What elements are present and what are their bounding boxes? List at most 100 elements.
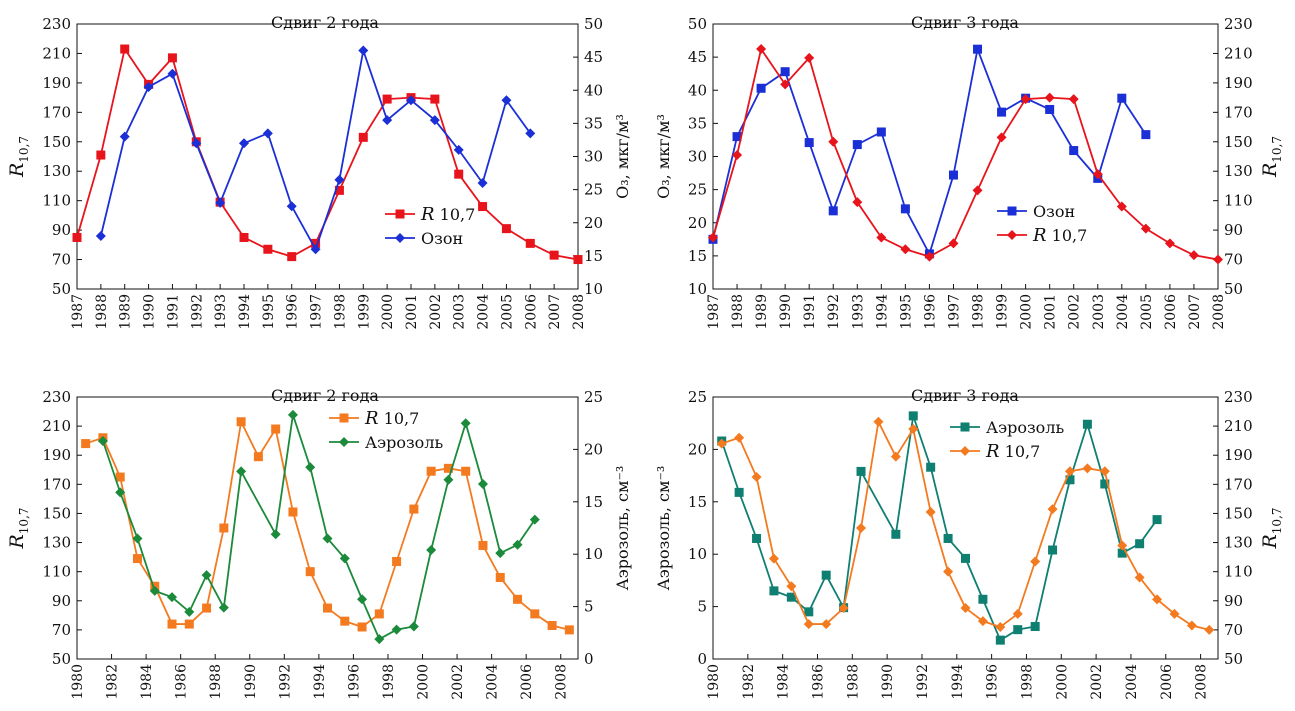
data-point [478,202,488,212]
data-point [948,170,958,180]
data-point [995,635,1005,645]
data-point [453,144,464,155]
data-point [115,487,126,498]
data-point [732,132,742,142]
data-point [219,523,229,533]
left-tick-label: 45 [688,48,707,66]
x-tick-label: 2004 [485,664,501,700]
data-point [167,592,178,603]
data-point [392,556,402,566]
data-point [756,44,767,55]
data-point [1152,515,1162,525]
legend-label: Аэрозоль [365,433,443,452]
data-point [752,533,762,543]
x-tick-label: 1996 [346,664,362,700]
x-tick-label: 1997 [309,294,325,330]
data-point [305,462,316,473]
data-point [891,529,901,539]
plot-frame [712,396,1219,660]
left-tick-label: 70 [52,251,71,269]
data-point [132,554,142,564]
left-tick-label: 130 [42,162,71,180]
left-tick-label: 20 [688,214,707,232]
right-tick-label: 130 [1224,162,1253,180]
data-point [1116,201,1127,212]
data-point [732,150,743,161]
data-point [287,409,298,420]
data-point [804,607,814,617]
right-tick-label: 15 [584,247,603,265]
left-tick-label: 170 [42,475,71,493]
data-point [495,572,505,582]
x-tick-label: 2008 [571,294,587,330]
data-point [1047,504,1058,515]
series-1 [81,417,574,635]
data-point [81,439,91,449]
data-point [430,94,440,104]
right-tick-label: 20 [584,214,603,232]
series-line [712,46,1219,261]
right-tick-label: 10 [584,280,603,298]
data-point [900,244,911,255]
data-point [443,474,454,485]
x-tick-label: 1997 [946,294,962,330]
data-point [120,44,130,54]
data-point [1030,622,1040,632]
data-point [564,625,574,635]
left-tick-label: 15 [688,493,707,511]
x-tick-label: 1992 [277,664,293,700]
right-tick-label: 190 [1224,446,1253,464]
left-tick-label: 25 [688,181,707,199]
data-point [924,251,935,262]
data-point [239,138,249,149]
data-point [838,603,849,614]
data-point [513,594,523,604]
data-point [876,127,886,137]
right-tick-label: 0 [584,650,594,668]
data-point [167,68,178,79]
chart-title: Сдвиг 2 года [271,13,379,32]
x-tick-label: 1995 [261,294,277,330]
data-point [995,621,1006,632]
x-tick-label: 2000 [1019,294,1035,330]
x-tick-label: 2003 [452,294,468,330]
right-tick-label: 20 [584,440,603,458]
data-point [477,178,488,188]
data-point [323,603,332,613]
x-tick-label: 1994 [950,664,966,700]
data-point [1135,539,1145,549]
data-point [287,252,297,262]
left-tick-label: 190 [42,446,71,464]
data-point [530,609,540,619]
data-point [495,548,506,559]
legend-marker [960,446,970,456]
right-tick-label: 110 [1224,563,1253,581]
data-point [1152,594,1163,605]
data-point [529,514,540,525]
data-point [236,417,246,427]
x-tick-label: 2005 [1139,294,1155,330]
data-point [202,603,212,613]
data-point [477,478,488,489]
x-tick-label: 1990 [880,664,896,700]
data-point [1099,466,1110,477]
x-tick-label: 2000 [416,664,432,700]
x-tick-label: 2000 [1054,664,1070,700]
x-tick-label: 1998 [1019,664,1035,700]
data-point [512,539,523,550]
x-tick-label: 1995 [898,294,914,330]
x-tick-label: 1998 [332,294,348,330]
x-tick-label: 1996 [985,664,1001,700]
data-point [1012,608,1023,619]
data-point [478,540,488,550]
x-tick-label: 2003 [1091,294,1107,330]
x-tick-label: 2006 [1163,294,1179,330]
chart-title: Сдвиг 2 года [271,386,379,405]
data-point [1117,93,1127,103]
left-tick-label: 170 [42,103,71,121]
data-point [408,621,419,632]
x-tick-label: 1989 [118,294,134,330]
data-point [288,507,298,517]
data-point [1186,620,1197,631]
data-point [334,185,344,195]
